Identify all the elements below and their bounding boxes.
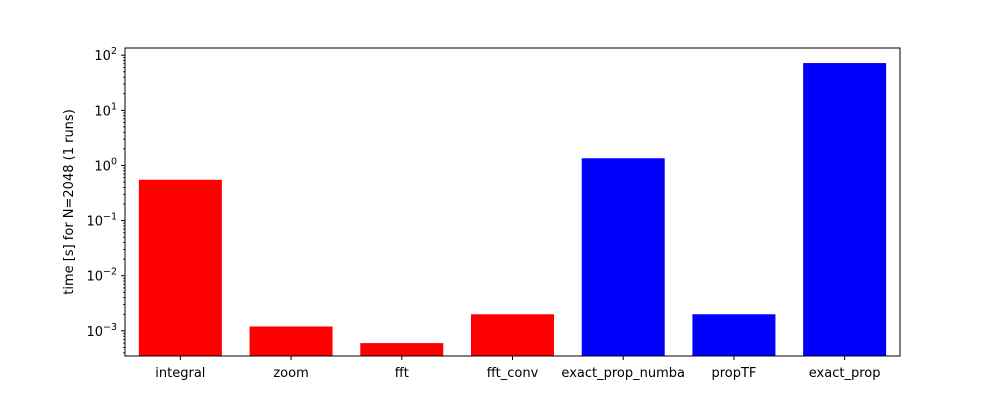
bars-group: [138, 63, 887, 356]
y-tick-label: 102: [94, 46, 117, 64]
x-tick-label: fft: [395, 366, 409, 381]
bar-fft: [360, 343, 444, 356]
y-tick-label: 10−1: [86, 212, 117, 230]
x-tick-label: zoom: [273, 366, 308, 381]
bar-integral: [138, 179, 222, 356]
plot-frame: [124, 47, 901, 357]
x-tick-label: propTF: [711, 366, 756, 381]
bar-zoom: [249, 326, 333, 356]
y-axis-label: time [s] for N=2048 (1 runs): [62, 109, 77, 295]
bar-fft_conv: [471, 314, 554, 356]
x-tick-label: exact_prop_numba: [561, 366, 685, 381]
y-tick-label: 10−3: [86, 322, 117, 340]
x-tick-label: integral: [155, 366, 205, 381]
x-axis-ticks: integral zoom fft fft_conv exact_prop_numba p…: [155, 356, 880, 381]
y-tick-label: 101: [94, 101, 117, 119]
bar-exact_prop: [803, 63, 887, 356]
x-tick-label: exact_prop: [809, 366, 881, 381]
bar-exact_prop_numba: [581, 158, 665, 356]
bar-propTF: [692, 314, 776, 356]
y-axis-ticks: 10−3 10−2 10−1 100 101 102: [86, 46, 125, 340]
y-tick-label: 10−2: [86, 267, 117, 285]
y-tick-label: 100: [94, 156, 117, 174]
x-tick-label: fft_conv: [487, 366, 539, 381]
